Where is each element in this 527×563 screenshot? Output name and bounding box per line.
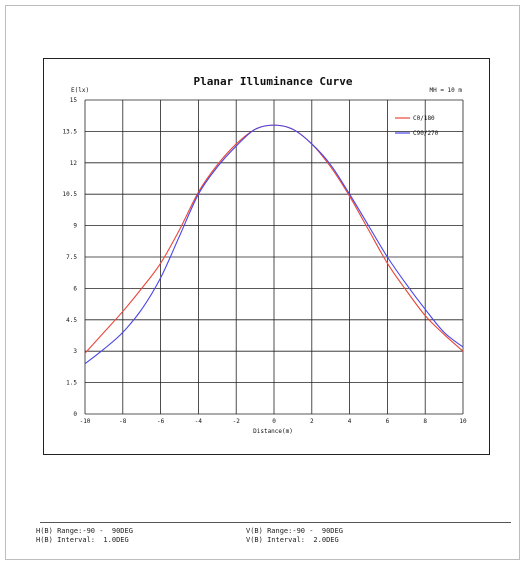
- x-tick-label: -6: [157, 418, 165, 425]
- y-tick-label: 1.5: [66, 380, 77, 387]
- y-tick-label: 15: [70, 97, 78, 104]
- y-tick-label: 3: [73, 348, 77, 355]
- y-axis-label: E(lx): [71, 87, 89, 94]
- x-tick-label: 0: [272, 418, 276, 425]
- y-tick-label: 13.5: [63, 128, 78, 135]
- x-tick-label: 8: [423, 418, 427, 425]
- chart-frame: Planar Illuminance Curve E(lx) MH = 10 m…: [43, 58, 490, 455]
- x-tick-label: 2: [310, 418, 314, 425]
- v-interval-text: V(B) Interval: 2.0DEG: [246, 536, 339, 544]
- legend-label: C90/270: [413, 130, 439, 137]
- footer-divider: [40, 522, 511, 523]
- y-tick-label: 0: [73, 411, 77, 418]
- series-line-c90-270: [84, 124, 464, 365]
- y-tick-label: 4.5: [66, 317, 77, 324]
- h-interval-text: H(B) Interval: 1.0DEG: [36, 536, 129, 544]
- x-tick-label: 4: [348, 418, 352, 425]
- x-axis-label: Distance(m): [253, 428, 293, 435]
- x-tick-label: 6: [386, 418, 390, 425]
- legend-label: C0/180: [413, 115, 435, 122]
- mh-label: MH = 10 m: [429, 87, 462, 94]
- h-range-text: H(B) Range:-90 - 90DEG: [36, 527, 133, 535]
- x-tick-label: -4: [195, 418, 203, 425]
- y-tick-label: 7.5: [66, 254, 77, 261]
- x-tick-label: -8: [119, 418, 127, 425]
- x-tick-label: 10: [459, 418, 467, 425]
- y-tick-label: 12: [70, 160, 78, 167]
- x-tick-label: -2: [233, 418, 241, 425]
- illuminance-chart: Planar Illuminance Curve E(lx) MH = 10 m…: [63, 75, 467, 435]
- v-range-text: V(B) Range:-90 - 90DEG: [246, 527, 343, 535]
- report-page: Planar Illuminance Curve E(lx) MH = 10 m…: [5, 5, 520, 560]
- y-tick-label: 10.5: [63, 191, 78, 198]
- y-tick-label: 9: [73, 223, 77, 230]
- x-tick-label: -10: [80, 418, 91, 425]
- chart-title: Planar Illuminance Curve: [194, 75, 353, 88]
- y-tick-label: 6: [73, 285, 77, 292]
